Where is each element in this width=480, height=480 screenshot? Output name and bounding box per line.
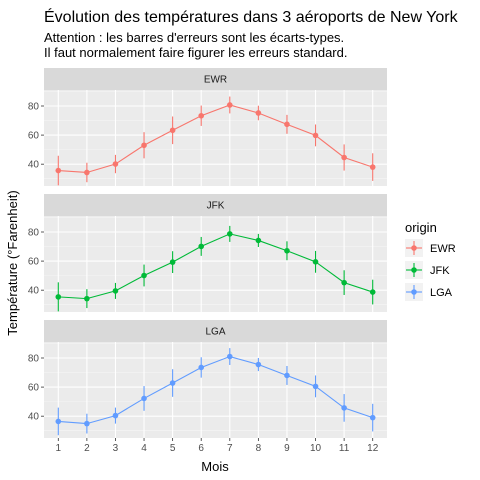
data-point bbox=[84, 169, 90, 176]
facet-panel-jfk: JFK 40 60 80 bbox=[28, 194, 387, 312]
data-point bbox=[312, 259, 319, 265]
data-point bbox=[341, 279, 347, 286]
panel-background bbox=[44, 342, 387, 438]
y-axis-title: Température (°Farenheit) bbox=[5, 190, 20, 335]
x-tick-label: 4 bbox=[141, 443, 147, 454]
data-point bbox=[198, 112, 205, 119]
facet-panel-ewr: EWR 40 60 80 bbox=[28, 68, 387, 186]
x-tick-label: 3 bbox=[113, 443, 119, 454]
data-point bbox=[369, 414, 376, 421]
data-point bbox=[169, 259, 176, 265]
data-point bbox=[55, 418, 62, 425]
data-point bbox=[255, 110, 262, 116]
data-point bbox=[226, 231, 233, 237]
legend-key-point bbox=[411, 267, 417, 273]
data-point bbox=[55, 294, 62, 300]
y-tick-label: 40 bbox=[28, 286, 40, 297]
series-line-jfk bbox=[58, 233, 373, 300]
facet-strip-label: EWR bbox=[204, 75, 227, 86]
x-axis: 1 2 3 4 5 6 7 8 9 10 11 12 bbox=[56, 438, 379, 454]
chart-title: Évolution des températures dans 3 aéropo… bbox=[44, 7, 459, 26]
legend-entry-ewr: EWR bbox=[405, 239, 456, 257]
data-point bbox=[141, 395, 147, 402]
data-point bbox=[84, 420, 90, 427]
y-tick-label: 80 bbox=[28, 102, 40, 113]
data-point bbox=[284, 247, 290, 254]
data-point bbox=[169, 380, 176, 386]
legend: origin EWR JFK LGA bbox=[405, 220, 456, 301]
data-point bbox=[112, 161, 119, 167]
data-point bbox=[226, 102, 233, 108]
facet-strip bbox=[44, 68, 387, 90]
x-tick-label: 1 bbox=[56, 443, 62, 454]
facet-strip-label: JFK bbox=[207, 201, 225, 212]
data-point bbox=[255, 237, 262, 244]
data-point bbox=[369, 289, 376, 295]
data-point bbox=[312, 383, 319, 390]
x-tick-label: 7 bbox=[227, 443, 233, 454]
y-tick-label: 40 bbox=[28, 412, 40, 423]
y-tick-label: 60 bbox=[28, 383, 40, 394]
data-point bbox=[112, 288, 119, 294]
x-axis-title: Mois bbox=[201, 459, 229, 474]
data-point bbox=[84, 295, 90, 302]
legend-key-point bbox=[411, 289, 417, 295]
x-tick-label: 6 bbox=[198, 443, 204, 454]
data-point bbox=[341, 405, 347, 411]
legend-title: origin bbox=[405, 220, 437, 235]
chart-subtitle-line-1: Attention : les barres d'erreurs sont le… bbox=[44, 30, 344, 45]
data-point bbox=[198, 243, 205, 250]
facet-panels: EWR 40 60 80 JFK 40 60 80 LGA 40 60 80 bbox=[28, 68, 387, 438]
y-tick-label: 80 bbox=[28, 354, 40, 365]
x-tick-label: 10 bbox=[310, 443, 322, 454]
y-tick-label: 60 bbox=[28, 131, 40, 142]
data-point bbox=[369, 164, 376, 170]
panel-background bbox=[44, 216, 387, 312]
y-tick-label: 40 bbox=[28, 160, 40, 171]
legend-label: LGA bbox=[430, 287, 453, 299]
facet-strip bbox=[44, 194, 387, 216]
legend-label: JFK bbox=[430, 265, 450, 277]
facet-panel-lga: LGA 40 60 80 bbox=[28, 320, 387, 438]
legend-entry-lga: LGA bbox=[405, 283, 453, 301]
legend-entry-jfk: JFK bbox=[405, 261, 450, 279]
series-line-lga bbox=[58, 355, 373, 425]
legend-label: EWR bbox=[430, 243, 456, 255]
y-tick-label: 80 bbox=[28, 228, 40, 239]
x-tick-label: 5 bbox=[170, 443, 176, 454]
x-tick-label: 2 bbox=[84, 443, 90, 454]
y-tick-label: 60 bbox=[28, 257, 40, 268]
data-point bbox=[226, 353, 233, 360]
data-point bbox=[141, 142, 147, 149]
x-tick-label: 12 bbox=[367, 443, 379, 454]
x-tick-label: 11 bbox=[339, 443, 350, 454]
data-point bbox=[141, 272, 147, 279]
x-tick-label: 8 bbox=[256, 443, 262, 454]
legend-key-point bbox=[411, 245, 417, 251]
data-point bbox=[198, 364, 205, 371]
data-point bbox=[255, 361, 262, 368]
data-point bbox=[55, 167, 62, 174]
data-point bbox=[169, 127, 176, 134]
data-point bbox=[284, 121, 290, 128]
data-point bbox=[312, 132, 319, 139]
data-point bbox=[284, 372, 290, 379]
facet-strip bbox=[44, 320, 387, 342]
panel-background bbox=[44, 90, 387, 186]
x-tick-label: 9 bbox=[284, 443, 290, 454]
series-line-ewr bbox=[58, 104, 373, 174]
facet-strip-label: LGA bbox=[205, 327, 225, 338]
data-point bbox=[341, 154, 347, 161]
data-point bbox=[112, 412, 119, 419]
chart-subtitle-line-2: Il faut normalement faire figurer les er… bbox=[44, 45, 347, 60]
